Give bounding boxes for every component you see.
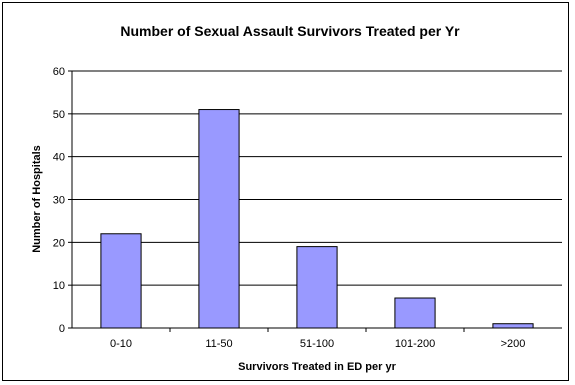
y-tick-label: 10 — [53, 280, 65, 292]
x-axis-title: Survivors Treated in ED per yr — [238, 361, 396, 373]
gridlines — [72, 70, 562, 286]
y-tick-label: 30 — [53, 195, 65, 207]
x-tick-labels: 0-10 11-50 51-100 101-200 >200 — [110, 328, 525, 350]
bar-0-10 — [100, 233, 142, 329]
bar-101-200 — [394, 297, 436, 329]
x-tick-label: 11-50 — [205, 338, 232, 350]
x-tick-label: 101-200 — [395, 338, 435, 350]
bar-51-100 — [296, 246, 338, 329]
bar-11-50 — [198, 109, 240, 329]
chart-title: Number of Sexual Assault Survivors Treat… — [120, 23, 460, 39]
bars — [100, 109, 534, 329]
bar->200 — [492, 323, 534, 329]
x-tick-label: 0-10 — [110, 338, 132, 350]
y-tick-label: 50 — [53, 109, 65, 121]
x-tick-label: >200 — [501, 338, 526, 350]
y-tick-label: 20 — [53, 237, 65, 249]
x-tick-label: 51-100 — [300, 338, 334, 350]
y-tick-label: 60 — [53, 66, 65, 78]
y-tick-label: 0 — [59, 323, 65, 335]
y-tick-label: 40 — [53, 152, 65, 164]
y-axis-title: Number of Hospitals — [31, 145, 43, 253]
y-tick-labels: 0 10 20 30 40 50 60 — [53, 66, 72, 335]
